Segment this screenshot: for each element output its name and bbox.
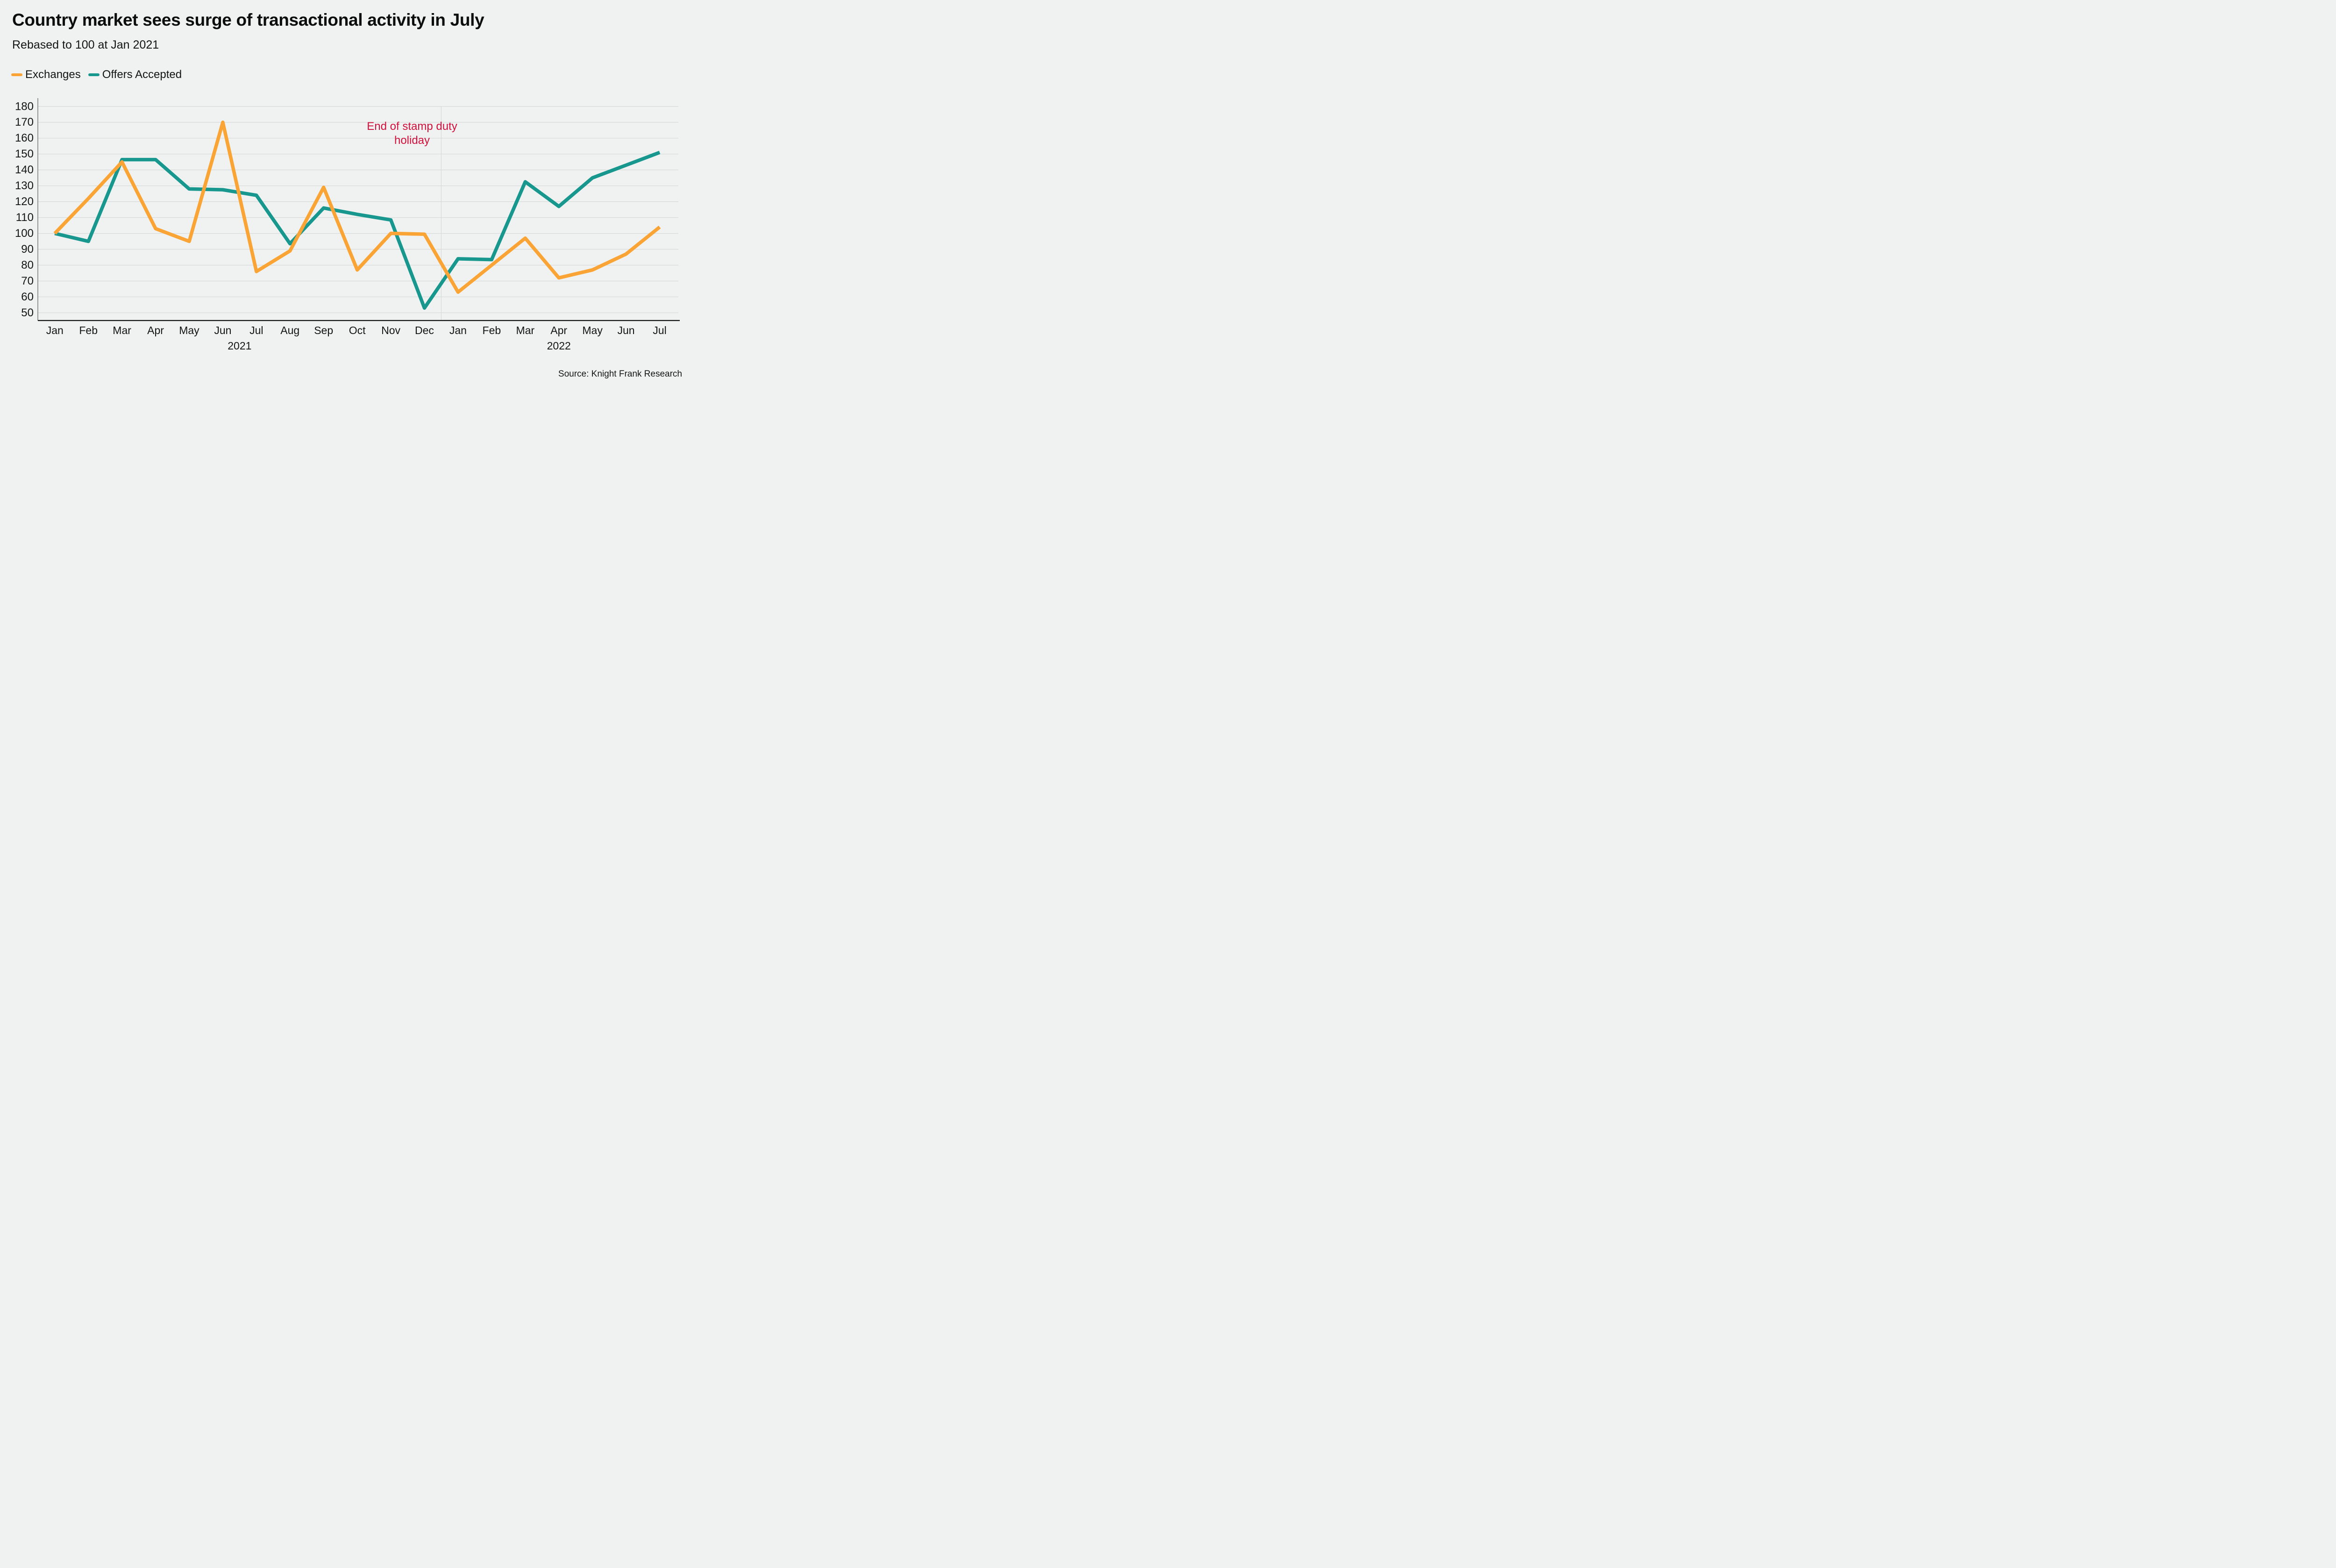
- x-tick-label: Feb: [79, 324, 98, 336]
- x-tick-label: Feb: [483, 324, 501, 336]
- y-tick-label: 140: [15, 164, 34, 176]
- legend-label-exchanges: Exchanges: [25, 68, 81, 81]
- x-tick-label: May: [179, 324, 199, 336]
- x-tick-label: Jul: [653, 324, 666, 336]
- year-label: 2022: [547, 340, 571, 352]
- page-title: Country market sees surge of transaction…: [12, 10, 484, 29]
- legend-item-exchanges: Exchanges: [11, 68, 81, 81]
- series-line-exchanges: [53, 120, 661, 294]
- y-tick-label: 100: [15, 227, 34, 240]
- year-label: 2021: [228, 340, 251, 352]
- y-tick-label: 80: [21, 259, 34, 271]
- source-credit: Source: Knight Frank Research: [558, 369, 682, 379]
- annotation-line-1: End of stamp duty: [367, 120, 457, 133]
- y-tick-label: 150: [15, 148, 34, 160]
- y-tick-label: 110: [16, 211, 34, 224]
- chart-root: 50 60 70 80 90 100 110 120 130 140 150 160 170 180 Jan…: [0, 0, 696, 392]
- x-tick-label: Jun: [618, 324, 635, 336]
- x-tick-label: Jan: [46, 324, 64, 336]
- y-tick-label: 180: [15, 100, 34, 113]
- y-tick-label: 130: [15, 179, 34, 192]
- x-tick-label: Jan: [449, 324, 467, 336]
- y-tick-label: 90: [21, 243, 34, 256]
- page-subtitle: Rebased to 100 at Jan 2021: [12, 38, 159, 51]
- x-tick-label: Apr: [147, 324, 164, 336]
- legend-label-offers-accepted: Offers Accepted: [102, 68, 182, 81]
- y-tick-label: 160: [15, 132, 34, 144]
- offers-accepted-swatch-icon: [88, 73, 100, 76]
- legend-item-offers-accepted: Offers Accepted: [88, 68, 182, 81]
- x-tick-label: Jul: [249, 324, 263, 336]
- x-tick-label: Sep: [314, 324, 333, 336]
- x-tick-label: Mar: [113, 324, 131, 336]
- x-tick-label: Jun: [214, 324, 231, 336]
- series-line-offers-accepted: [54, 150, 661, 310]
- exchanges-swatch-icon: [11, 73, 22, 76]
- x-tick-label: Mar: [516, 324, 534, 336]
- annotation: End of stamp duty holiday: [337, 120, 487, 148]
- x-tick-label: Dec: [415, 324, 434, 336]
- line-chart: 50 60 70 80 90 100 110 120 130 140 150 160 170 180 Jan…: [15, 98, 680, 352]
- x-tick-label: Apr: [550, 324, 567, 336]
- x-tick-label: Oct: [349, 324, 366, 336]
- y-tick-label: 50: [21, 306, 34, 319]
- x-tick-label: Nov: [381, 324, 400, 336]
- y-tick-label: 60: [21, 291, 34, 303]
- y-tick-label: 70: [21, 275, 34, 287]
- legend: Exchanges Offers Accepted: [11, 68, 182, 81]
- x-tick-label: Aug: [280, 324, 299, 336]
- y-tick-label: 170: [15, 116, 34, 128]
- annotation-line-2: holiday: [394, 134, 430, 147]
- y-tick-label: 120: [15, 195, 34, 208]
- x-tick-label: May: [582, 324, 603, 336]
